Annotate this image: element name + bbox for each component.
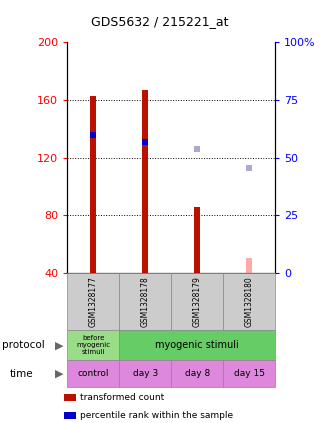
Text: GSM1328179: GSM1328179 (193, 276, 202, 327)
Text: control: control (77, 369, 109, 378)
Text: before
myogenic
stimuli: before myogenic stimuli (76, 335, 110, 355)
Text: percentile rank within the sample: percentile rank within the sample (80, 411, 234, 420)
Text: protocol: protocol (2, 340, 44, 350)
Text: GSM1328177: GSM1328177 (89, 276, 98, 327)
Text: time: time (10, 369, 33, 379)
Text: transformed count: transformed count (80, 393, 164, 402)
Bar (142, 90, 148, 273)
Bar (90, 96, 96, 273)
Text: day 8: day 8 (185, 369, 210, 378)
Text: GSM1328178: GSM1328178 (141, 276, 150, 327)
Text: day 15: day 15 (234, 369, 265, 378)
Text: day 3: day 3 (132, 369, 158, 378)
Text: GSM1328180: GSM1328180 (245, 276, 254, 327)
Text: ▶: ▶ (55, 369, 63, 379)
Text: GDS5632 / 215221_at: GDS5632 / 215221_at (91, 15, 229, 28)
Text: myogenic stimuli: myogenic stimuli (155, 340, 239, 350)
Text: ▶: ▶ (55, 340, 63, 350)
Bar (194, 206, 200, 273)
Bar (246, 258, 252, 273)
